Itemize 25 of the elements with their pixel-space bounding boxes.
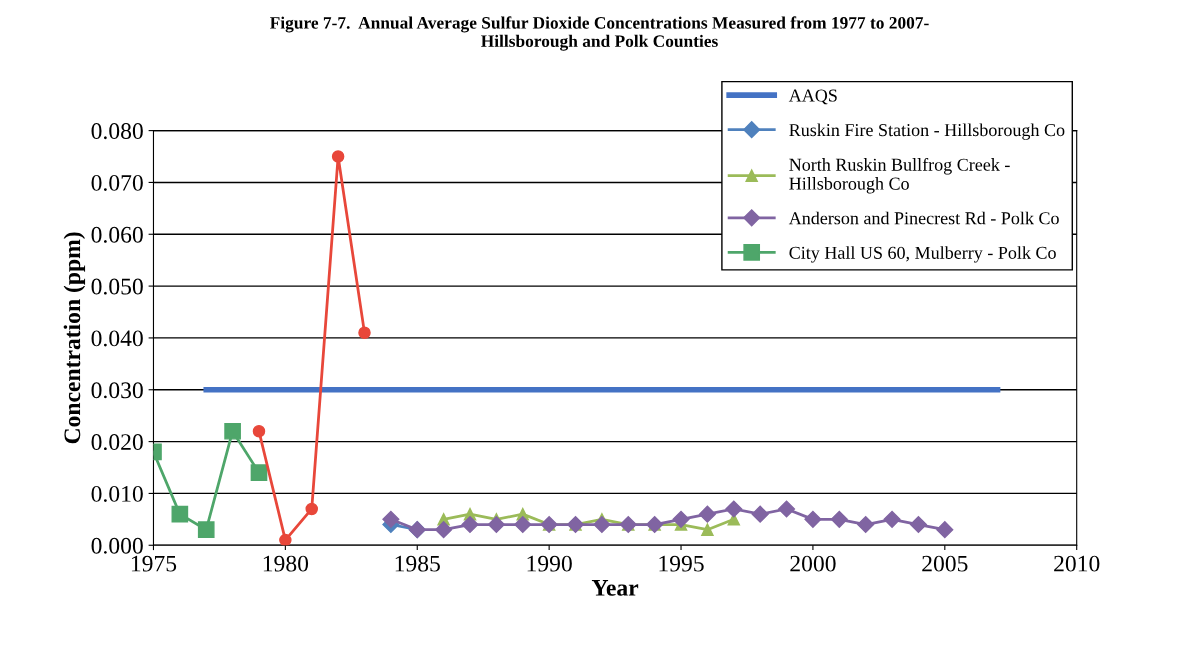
x-tick-label: 1985 [395, 555, 440, 572]
y-tick-label: 0.060 [91, 226, 143, 243]
chart-title: Figure 7-7. Annual Average Sulfur Dioxide Concentrations Measured from 1977 to 2007- Hillsborough and Polk Counties [270, 16, 929, 51]
legend-label: Ruskin Fire Station - Hillsborough Co [789, 123, 1065, 140]
x-tick-label: 2010 [1054, 555, 1100, 572]
legend-label: North Ruskin Bullfrog Creek - Hillsborough Co [789, 157, 1010, 194]
x-tick-label: 1975 [131, 555, 177, 572]
y-tick-label: 0.020 [91, 434, 143, 451]
x-tick-label: 1980 [263, 555, 309, 572]
y-tick-label: 0.010 [91, 485, 143, 502]
legend-label: Anderson and Pinecrest Rd - Polk Co [788, 211, 1059, 225]
y-tick-label: 0.030 [91, 382, 143, 399]
x-tick-label: 2000 [790, 555, 836, 572]
y-axis-title: Concentration (ppm) [63, 232, 86, 444]
x-tick-label: 2005 [922, 555, 968, 572]
y-tick-label: 0.000 [91, 537, 143, 554]
x-axis-title: Year [591, 580, 639, 596]
y-tick-label: 0.050 [91, 278, 143, 295]
x-tick-label: 1990 [527, 555, 572, 572]
y-tick-label: 0.080 [91, 123, 143, 140]
y-tick-label: 0.040 [91, 330, 143, 347]
legend-label: City Hall US 60, Mulberry - Polk Co [789, 246, 1056, 263]
legend-label: AAQS [788, 89, 837, 105]
y-tick-label: 0.070 [91, 174, 143, 191]
x-tick-label: 1995 [659, 555, 704, 572]
